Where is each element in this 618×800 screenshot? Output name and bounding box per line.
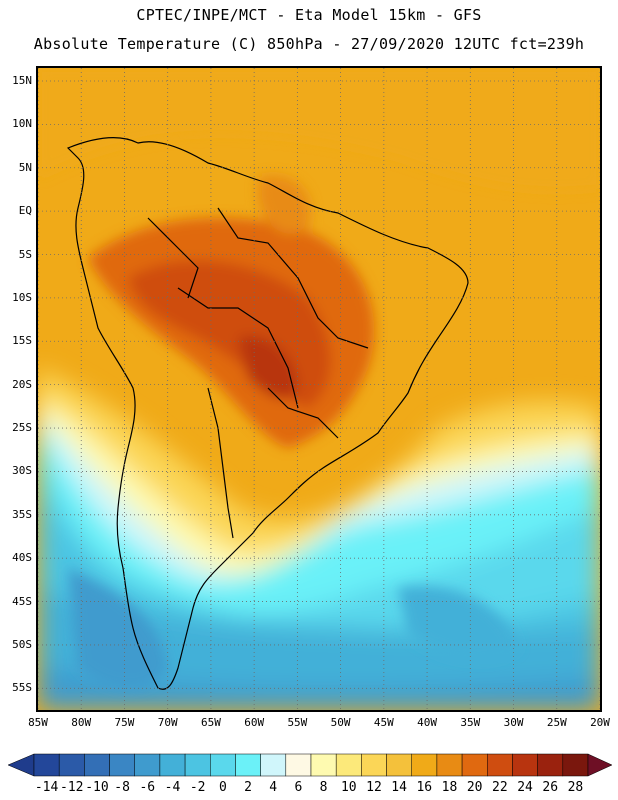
- graticule: [38, 68, 600, 710]
- colorbar-label: 16: [416, 780, 433, 795]
- colorbar-swatch: [537, 753, 564, 777]
- colorbar-label: -14: [34, 780, 59, 795]
- colorbar-swatch: [335, 753, 362, 777]
- colorbar-swatch: [562, 753, 589, 777]
- colorbar-label: 26: [542, 780, 559, 795]
- lat-label-20s: 20S: [12, 377, 32, 391]
- patagonia-cold-patch: [68, 568, 518, 689]
- lon-label-45w: 45W: [373, 716, 394, 729]
- lat-label-15n: 15N: [12, 74, 32, 87]
- country-border-2: [177, 287, 299, 409]
- colorbar-swatch: [436, 753, 463, 777]
- lat-label-55s: 55S: [12, 681, 32, 695]
- colorbar-swatch: [109, 753, 135, 777]
- colorbar-swatch: [235, 753, 261, 777]
- colorbar-label: 8: [319, 780, 328, 795]
- lon-label-75w: 75W: [114, 716, 135, 729]
- colorbar-label: -8: [114, 780, 130, 795]
- lon-label-70w: 70W: [157, 716, 178, 729]
- warm-core: [38, 68, 600, 448]
- chart-title-line-2: Absolute Temperature (C) 850hPa - 27/09/…: [33, 35, 585, 53]
- colorbar-swatch: [159, 753, 186, 777]
- colorbar-label: 14: [391, 780, 407, 795]
- temperature-map[interactable]: [36, 66, 602, 712]
- lon-label-55w: 55W: [287, 716, 308, 729]
- colorbar-label: 28: [567, 780, 584, 795]
- colorbar-over-arrow: [587, 753, 613, 777]
- colorbar-label: -6: [139, 780, 156, 795]
- colorbar-label: 20: [466, 780, 483, 795]
- colorbar-swatch: [260, 753, 287, 777]
- colorbar-swatch: [487, 753, 513, 777]
- lat-label-5s: 5S: [18, 247, 32, 261]
- colorbar-swatch: [33, 753, 60, 777]
- colorbar-label: 18: [441, 780, 458, 795]
- lon-label-65w: 65W: [200, 716, 221, 729]
- lat-label-eq: EQ: [18, 204, 32, 218]
- colorbar-label: 22: [492, 780, 508, 795]
- lat-label-5n: 5N: [18, 160, 32, 174]
- colorbar-label: -10: [85, 780, 109, 795]
- colorbar-swatch: [134, 753, 161, 777]
- colorbar-label: 12: [366, 780, 382, 795]
- colorbar-swatch: [310, 753, 337, 777]
- lon-label-80w: 80W: [71, 716, 92, 729]
- chart-title-line-1: CPTEC/INPE/MCT - Eta Model 15km - GFS: [136, 6, 482, 24]
- country-border-3: [147, 217, 199, 299]
- colorbar-label: 24: [517, 780, 533, 795]
- colorbar-swatch: [411, 753, 438, 777]
- colorbar-under-arrow: [7, 753, 35, 777]
- colorbar-label: -4: [164, 780, 181, 795]
- colorbar-label: -12: [60, 780, 84, 795]
- colorbar-swatch: [361, 753, 387, 777]
- colorbar-label: 6: [294, 780, 303, 795]
- lat-label-25s: 25S: [12, 421, 32, 435]
- colorbar-label: -2: [189, 780, 206, 795]
- lon-label-25w: 25W: [546, 716, 567, 729]
- colorbar-swatch: [210, 753, 236, 777]
- colorbar-swatch: [285, 753, 312, 777]
- colorbar-label: 10: [340, 780, 357, 795]
- coastline-outlines: [66, 137, 469, 690]
- lon-label-50w: 50W: [330, 716, 351, 729]
- country-border-4: [267, 387, 339, 439]
- colorbar-label: 0: [218, 780, 227, 795]
- lon-label-85w: 85W: [28, 716, 48, 729]
- lat-label-40s: 40S: [12, 551, 32, 565]
- colorbar-swatch: [386, 753, 412, 777]
- colorbar-swatch: [461, 753, 488, 777]
- lat-label-50s: 50S: [12, 637, 32, 651]
- lat-label-35s: 35S: [12, 507, 32, 521]
- lon-label-40w: 40W: [417, 716, 437, 729]
- lat-label-10s: 10S: [12, 290, 32, 304]
- lon-label-60w: 60W: [244, 716, 265, 729]
- colorbar-swatch: [512, 753, 538, 777]
- lat-label-30s: 30S: [12, 464, 32, 478]
- temperature-field-svg: [38, 68, 600, 710]
- country-border-5: [207, 387, 234, 539]
- south-america-coastline: [66, 137, 469, 690]
- lat-label-45s: 45S: [12, 594, 32, 608]
- lon-label-30w: 30W: [503, 716, 524, 729]
- lon-label-35w: 35W: [460, 716, 481, 729]
- colorbar-label: 2: [244, 780, 252, 795]
- lat-label-15s: 15S: [12, 334, 32, 348]
- country-border-1: [217, 207, 369, 349]
- lon-label-20w: 20W: [590, 716, 610, 729]
- colorbar: [7, 753, 613, 777]
- colorbar-swatch: [184, 753, 211, 777]
- colorbar-swatch: [58, 753, 85, 777]
- lat-label-10n: 10N: [12, 117, 32, 131]
- colorbar-label: 4: [269, 780, 278, 795]
- colorbar-swatch: [84, 753, 110, 777]
